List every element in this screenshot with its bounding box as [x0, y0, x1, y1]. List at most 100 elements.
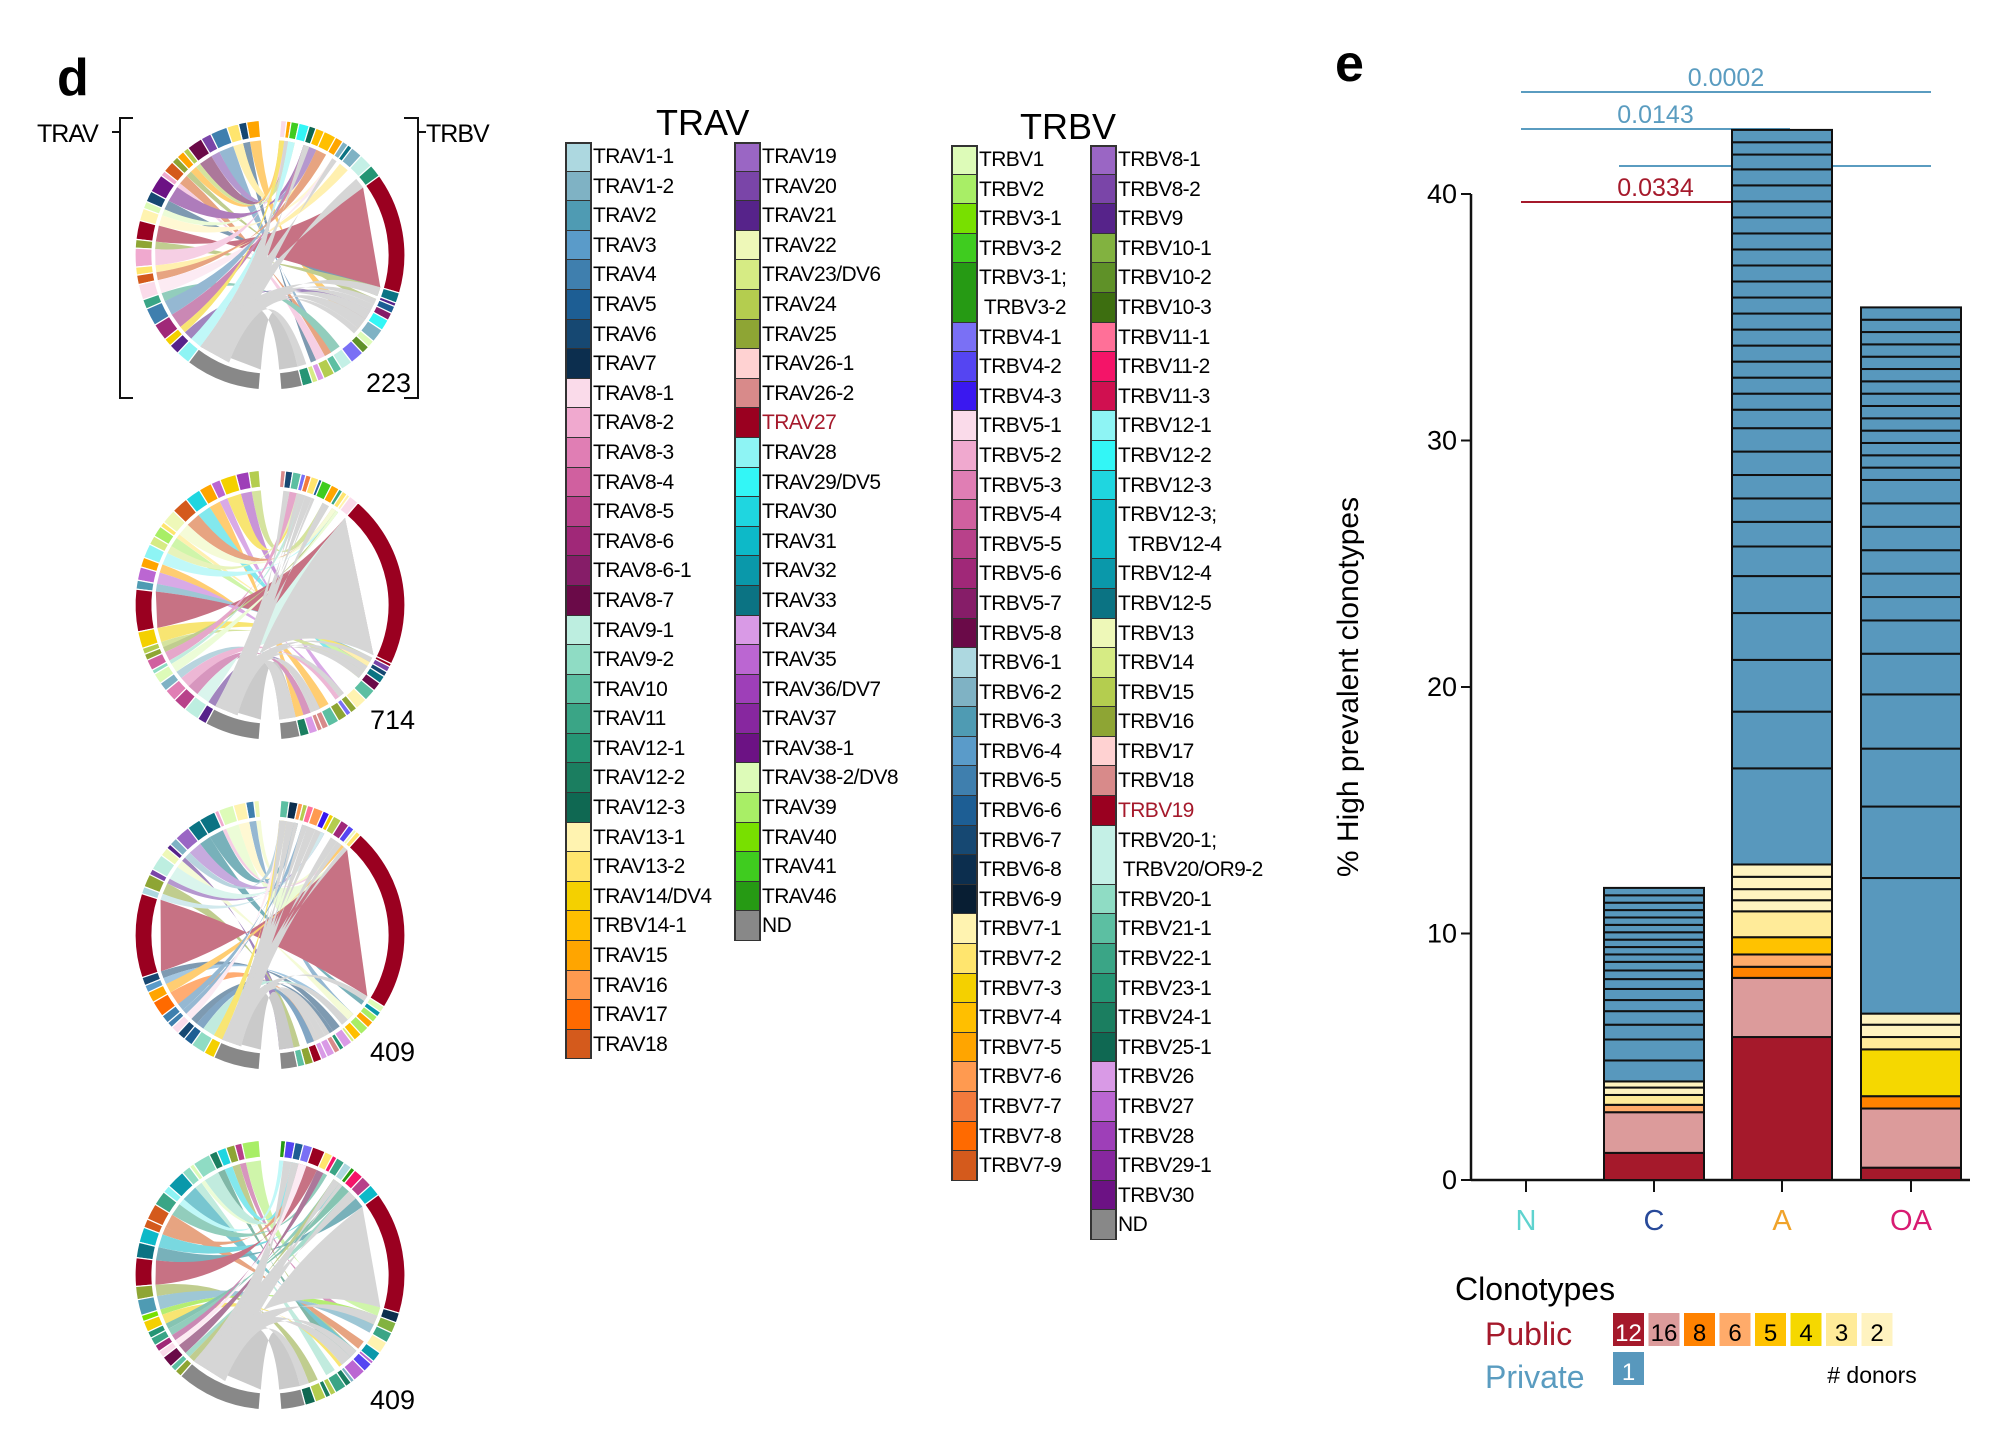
chord-sector-trav: [225, 1144, 240, 1165]
chord-diagram-2: [134, 469, 406, 741]
legend-swatch: [951, 1062, 978, 1092]
bar-segment-A-donors-1: [1731, 408, 1833, 430]
legend-label: TRBV10-3: [1118, 295, 1212, 319]
legend-item: TRBV21-1: [1090, 914, 1263, 945]
chord-sector-trav: [147, 984, 169, 1004]
chord-sector-trav: [142, 1315, 164, 1333]
legend-item: TRAV22: [734, 230, 898, 261]
legend-swatch: [1090, 292, 1117, 323]
legend-item: TRBV2: [951, 174, 1066, 205]
legend-label: TRBV6-4: [979, 739, 1062, 763]
legend-item: TRBV12-4: [1090, 559, 1263, 589]
legend-swatch: [951, 145, 978, 175]
legend-label: TRAV32: [762, 559, 837, 583]
legend-key-label: 1: [1622, 1359, 1635, 1386]
legend-label: TRAV12-3: [593, 796, 685, 820]
legend-swatch: [951, 411, 978, 441]
chord-sector-trav: [141, 971, 162, 987]
trav-bracket: [112, 117, 133, 399]
chord-ribbon: [162, 510, 339, 577]
legend-swatch: [951, 677, 978, 708]
trbv-legend-column-2: TRBV8-1 TRBV8-2 TRBV9 TRBV10-1 TRBV10-2 TRBV1…: [1090, 145, 1263, 1240]
legend-swatch: [565, 881, 592, 912]
x-tick-label: A: [1772, 1205, 1792, 1237]
chord-sector-trav: [172, 498, 198, 524]
legend-item: TRBV6-8: [951, 855, 1066, 885]
chord-sector-trav: [134, 588, 156, 633]
legend-swatch: [1090, 618, 1117, 649]
legend-item: TRAV38-1: [734, 733, 898, 764]
legend-item: TRAV12-3: [565, 793, 712, 823]
bar-segment-OA-donors-1: [1860, 404, 1962, 420]
legend-item: TRBV5-2: [951, 440, 1066, 471]
chord-inner-ring: [152, 137, 388, 373]
chord-ribbon: [215, 658, 296, 720]
chord-ribbon: [196, 983, 315, 1044]
chord-ribbon: [184, 820, 287, 889]
legend-swatch: [734, 763, 761, 794]
chord-sector-trav: [181, 1165, 201, 1187]
trbv-legend-title: TRBV: [1020, 106, 1117, 147]
chord-ribbon: [190, 140, 285, 207]
legend-public-label: Public: [1485, 1316, 1572, 1352]
legend-key-label: 4: [1799, 1320, 1812, 1347]
chord-sector-trav: [141, 293, 163, 310]
legend-item: TRBV6-1: [951, 648, 1066, 678]
chord-diagram-3: [134, 799, 406, 1071]
legend-item: TRBV6-9: [951, 884, 1066, 915]
chord-sector-trav: [173, 687, 197, 711]
legend-label: TRAV37: [762, 707, 837, 731]
bar-segment-OA-donors-1: [1860, 392, 1962, 407]
bar-segment-A-donors-1: [1731, 232, 1833, 251]
legend-item: TRAV25: [734, 319, 898, 350]
legend-title: Clonotypes: [1455, 1271, 1615, 1307]
legend-item: TRBV29-1: [1090, 1151, 1263, 1181]
legend-item: TRBV12-2: [1090, 440, 1263, 471]
chord-sector-trav: [170, 1015, 191, 1035]
legend-label: TRBV5-6: [979, 562, 1062, 586]
legend-item: TRAV8-1: [565, 378, 712, 409]
legend-label: TRBV6-8: [979, 858, 1062, 882]
bar-segment-C-donors-1: [1603, 978, 1705, 990]
chord-sector-trav: [164, 679, 188, 702]
legend-swatch: [1090, 736, 1117, 767]
bar-segment-C-donors-1: [1603, 886, 1705, 897]
legend-label: TRAV12-2: [593, 766, 685, 790]
legend-item: TRBV7-5: [951, 1032, 1066, 1063]
bar-segment-A-donors-1: [1731, 312, 1833, 331]
bar-segment-OA-donors-1: [1860, 331, 1962, 346]
bar-segment-OA-donors-1: [1860, 693, 1962, 750]
legend-swatch: [734, 467, 761, 498]
legend-swatch: [565, 763, 592, 794]
legend-swatch: [1090, 796, 1117, 826]
legend-swatch: [565, 1029, 592, 1060]
bar-segment-OA-donors-1: [1860, 619, 1962, 655]
legend-label: TRAV15: [593, 944, 668, 968]
bar-segment-A-donors-1: [1731, 296, 1833, 315]
legend-label: TRBV5-3: [979, 473, 1062, 497]
bar-segment-C-donors-1: [1603, 999, 1705, 1013]
legend-key-donors-4: [1790, 1313, 1822, 1346]
y-tick-label: 0: [1442, 1165, 1457, 1195]
p-value-label: 0.0143: [1617, 101, 1693, 129]
legend-item: TRAV18: [565, 1029, 712, 1060]
chord-count-1: 223: [366, 368, 412, 398]
legend-item: TRBV6-2: [951, 677, 1066, 708]
p-value-label: 0.0334: [1617, 174, 1694, 202]
legend-label: TRAV28: [762, 440, 837, 464]
legend-label: TRAV21: [762, 204, 837, 228]
legend-swatch: [951, 559, 978, 589]
legend-swatch: [565, 201, 592, 231]
legend-item: TRBV8-2: [1090, 174, 1263, 205]
bar-segment-A-donors-1: [1731, 168, 1833, 187]
legend-item: TRBV15: [1090, 677, 1263, 708]
legend-label: TRAV38-1: [762, 736, 854, 760]
legend-swatch: [951, 500, 978, 530]
legend-item: TRBV5-5: [951, 529, 1066, 560]
bar-segment-A-donors-3: [1731, 910, 1833, 939]
legend-item: TRAV19: [734, 142, 898, 172]
legend-swatch: [565, 704, 592, 734]
legend-item: TRAV14/DV4: [565, 881, 712, 912]
chord-ribbon: [191, 141, 295, 347]
chord-sector-trav: [213, 1041, 262, 1071]
